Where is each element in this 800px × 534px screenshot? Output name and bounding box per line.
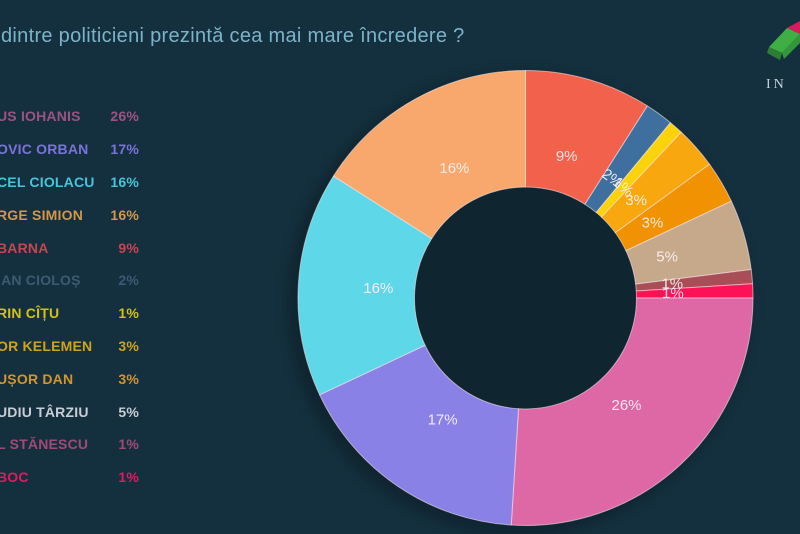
slice-label: 9%: [556, 148, 578, 165]
legend-value: 16%: [110, 173, 139, 190]
legend-item: IAN CIOLOȘ 2%: [0, 264, 139, 297]
legend-name: OR KELEMEN: [0, 337, 93, 354]
slice-label: 3%: [642, 214, 664, 231]
legend-item: OVIC ORBAN 17%: [0, 133, 139, 166]
legend-item: BOC 1%: [0, 461, 139, 494]
slice-label: 16%: [363, 280, 393, 297]
legend-item: OR KELEMEN 3%: [0, 330, 139, 363]
legend-value: 5%: [118, 403, 139, 420]
slice-label: 3%: [625, 192, 647, 209]
legend-name: IAN CIOLOȘ: [0, 272, 81, 289]
legend-name: CEL CIOLACU: [0, 173, 95, 190]
legend-item: CEL CIOLACU 16%: [0, 166, 139, 199]
legend-name: UȘOR DAN: [0, 370, 74, 387]
legend-value: 16%: [110, 206, 139, 223]
donut-slice: [510, 297, 754, 526]
legend-name: OVIC ORBAN: [0, 141, 89, 158]
legend-value: 1%: [118, 436, 139, 453]
slice-label: 17%: [428, 412, 458, 429]
legend-name: L STĂNESCU: [0, 436, 89, 453]
inscop-logo: IN: [754, 15, 800, 105]
chart-legend: US IOHANIS 26% OVIC ORBAN 17% CEL CIOLAC…: [0, 100, 139, 494]
slice-label: 1%: [662, 285, 684, 302]
donut-slice: [297, 175, 433, 396]
legend-name: UDIU TÂRZIU: [0, 403, 89, 420]
slice-label: 16%: [439, 160, 469, 177]
legend-name: BOC: [0, 469, 29, 486]
slice-label: 5%: [656, 248, 678, 265]
legend-item: UȘOR DAN 3%: [0, 362, 139, 395]
page-title: dintre politicieni prezintă cea mai mare…: [1, 25, 465, 47]
legend-item: UDIU TÂRZIU 5%: [0, 395, 139, 428]
legend-value: 1%: [118, 305, 139, 322]
legend-name: US IOHANIS: [0, 108, 81, 125]
legend-name: BARNA: [0, 239, 49, 256]
legend-item: BARNA 9%: [0, 231, 139, 264]
donut-slice: [319, 344, 520, 526]
legend-value: 26%: [110, 108, 139, 125]
legend-name: RGE SIMION: [0, 206, 84, 223]
donut-slice: [332, 70, 526, 240]
legend-item: RIN CÎȚU 1%: [0, 297, 139, 330]
legend-value: 17%: [110, 141, 139, 158]
legend-item: L STĂNESCU 1%: [0, 428, 139, 461]
legend-value: 3%: [118, 337, 139, 354]
legend-value: 1%: [118, 469, 139, 486]
legend-item: US IOHANIS 26%: [0, 100, 139, 133]
legend-value: 9%: [118, 239, 139, 256]
legend-value: 2%: [118, 272, 139, 289]
slice-label: 26%: [611, 397, 641, 414]
legend-item: RGE SIMION 16%: [0, 198, 139, 231]
slice-label: 1%: [661, 276, 683, 293]
logo-mark-icon: [767, 21, 800, 60]
legend-value: 3%: [118, 370, 139, 387]
logo-text: IN: [766, 77, 787, 92]
legend-name: RIN CÎȚU: [0, 305, 60, 322]
